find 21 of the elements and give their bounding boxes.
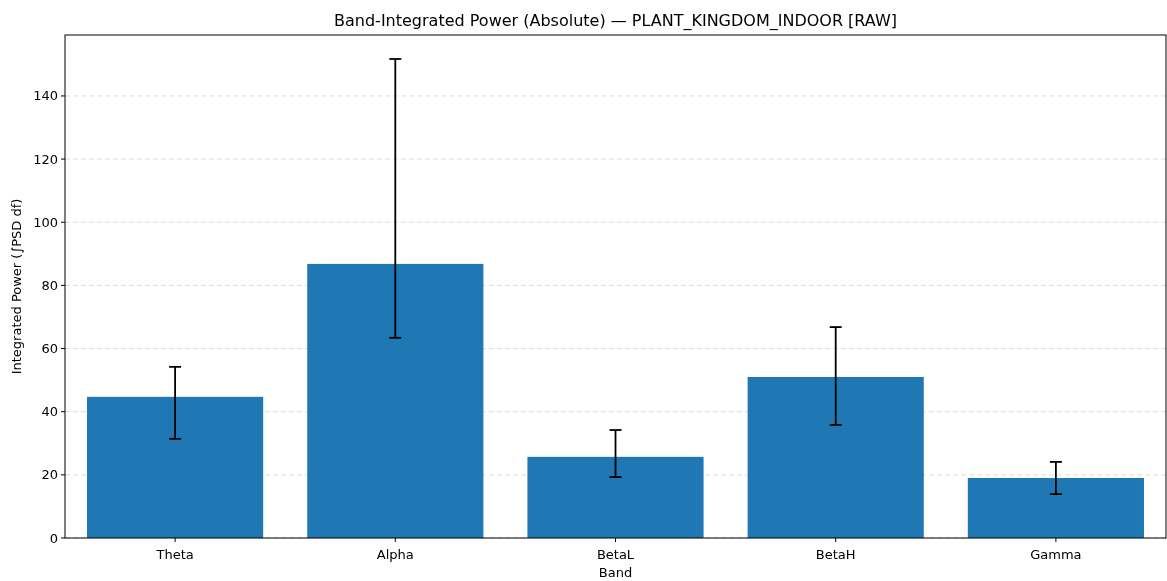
y-tick-label: 120 [33, 151, 58, 167]
bar [307, 263, 484, 538]
chart-title: Band-Integrated Power (Absolute) — PLANT_KINGDOM_INDOOR [RAW] [334, 11, 897, 31]
y-tick-label: 20 [41, 467, 58, 483]
x-tick-label: BetaL [596, 547, 635, 562]
bar [967, 478, 1144, 538]
x-tick-label: BetaH [815, 547, 856, 562]
bar [747, 376, 924, 538]
y-tick-label: 140 [33, 88, 58, 104]
y-axis-title: Integrated Power (∫PSD df) [9, 198, 24, 375]
x-tick-label: Gamma [1030, 547, 1082, 562]
y-tick-label: 100 [33, 214, 58, 230]
y-tick-label: 80 [41, 277, 58, 293]
y-tick-label: 40 [41, 404, 58, 420]
y-tick-label: 0 [49, 530, 58, 546]
x-tick-label: Theta [155, 547, 194, 562]
bar [527, 456, 704, 538]
x-tick-label: Alpha [376, 547, 414, 562]
y-tick-label: 60 [41, 341, 58, 357]
x-axis-title: Band [598, 565, 633, 580]
bar [87, 396, 264, 538]
